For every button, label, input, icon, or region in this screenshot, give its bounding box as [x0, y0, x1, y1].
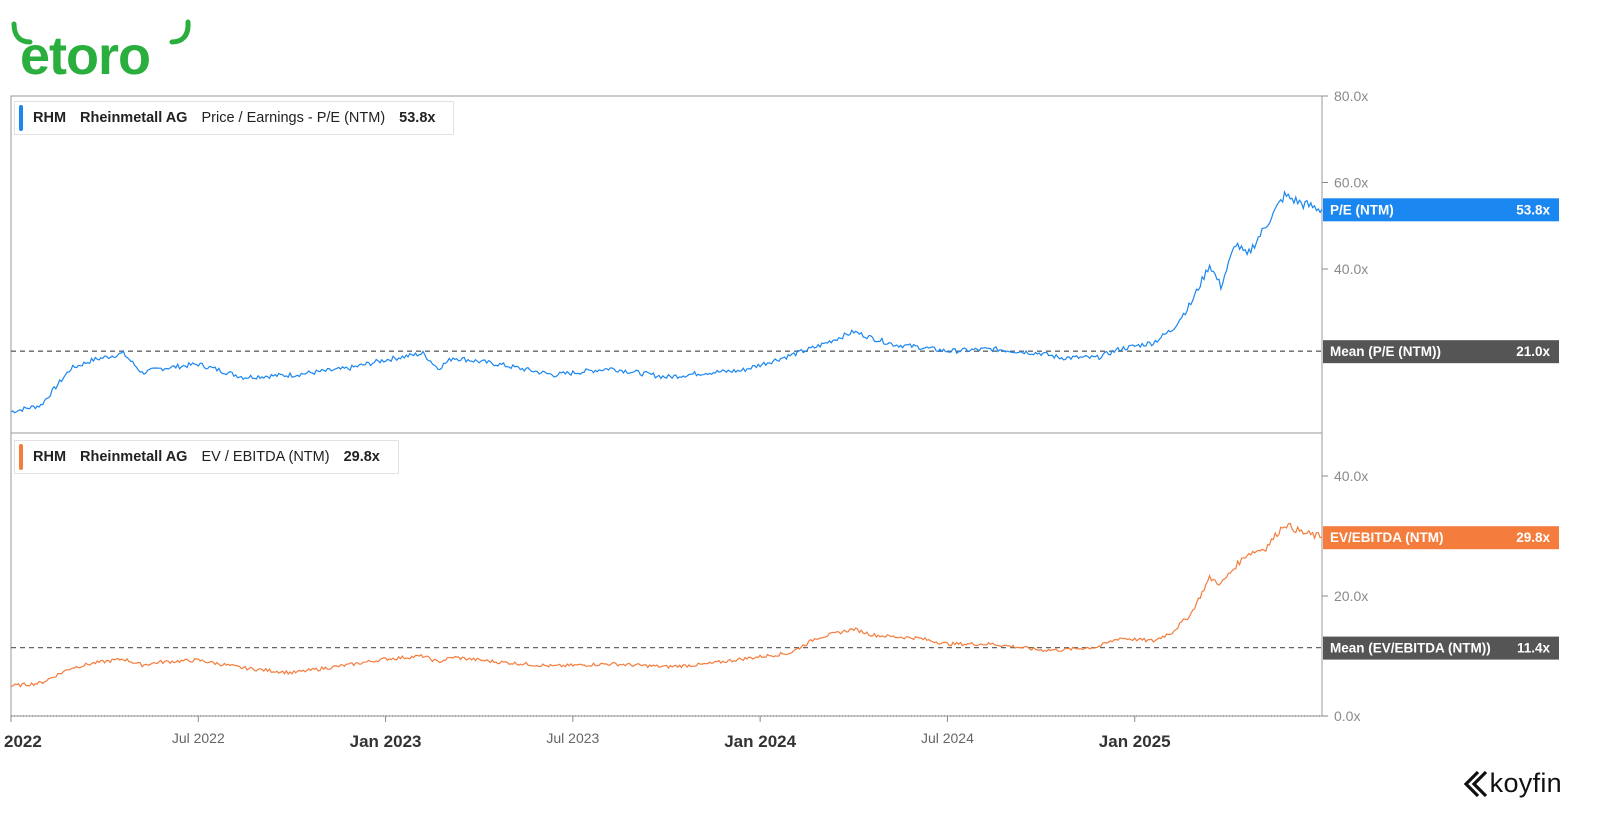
x-tick-label: Jul 2022 [172, 730, 225, 746]
ev-mean-value: 11.4x [1517, 641, 1551, 656]
pe-legend[interactable]: RHM Rheinmetall AG Price / Earnings - P/… [14, 101, 455, 135]
x-tick-label: Jan 2025 [1099, 732, 1171, 751]
koyfin-icon [1463, 770, 1487, 797]
ev-legend[interactable]: RHM Rheinmetall AG EV / EBITDA (NTM) 29.… [14, 440, 399, 474]
pe-mean-box [1323, 340, 1559, 364]
pe-last-value: 53.8x [1516, 202, 1550, 217]
ev-legend-swatch [19, 444, 23, 470]
etoro-logo-text: etoro [20, 26, 150, 78]
ev-legend-metric: EV / EBITDA (NTM) [201, 449, 330, 465]
x-tick-label: Jul 2024 [921, 730, 974, 746]
pe-mean-value: 21.0x [1516, 344, 1550, 359]
ev-y-tick-label: 40.0x [1334, 468, 1368, 484]
koyfin-text: koyfin [1489, 768, 1562, 798]
ev-last-value-box [1323, 526, 1559, 550]
pe-y-tick-label: 80.0x [1334, 88, 1368, 104]
etoro-logo-mark: etoro [11, 19, 191, 86]
pe-y-tick-label: 40.0x [1334, 261, 1368, 277]
pe-panel: 80.0x 60.0x 40.0x P/E (NTM) 53.8x Mean (P/E (… [10, 88, 1559, 414]
ev-legend-value: 29.8x [343, 449, 380, 465]
x-tick-label: 2022 [4, 732, 42, 751]
ev-series-line [10, 522, 1323, 688]
koyfin-logo: koyfin [1460, 768, 1562, 799]
pe-legend-metric: Price / Earnings - P/E (NTM) [201, 110, 386, 126]
chart-frame [10, 95, 1323, 717]
x-tick-label: Jan 2023 [350, 732, 422, 751]
x-tick-label: Jul 2023 [546, 730, 599, 746]
pe-legend-ticker: RHM [33, 110, 67, 126]
x-tick-label: Jan 2024 [724, 732, 796, 751]
ev-y-tick-label: 20.0x [1334, 588, 1368, 604]
pe-last-label: P/E (NTM) [1330, 202, 1394, 217]
pe-y-tick-label: 60.0x [1334, 175, 1368, 191]
ev-legend-company: Rheinmetall AG [80, 449, 188, 465]
ev-mean-box [1323, 636, 1559, 660]
plot-border [10, 95, 1323, 717]
pe-legend-company: Rheinmetall AG [80, 110, 188, 126]
pe-legend-value: 53.8x [399, 110, 436, 126]
ev-legend-ticker: RHM [33, 449, 67, 465]
pe-series-line [10, 189, 1323, 414]
pe-legend-swatch [19, 105, 23, 131]
ev-last-value: 29.8x [1516, 530, 1550, 545]
ev-mean-label: Mean (EV/EBITDA (NTM)) [1330, 641, 1491, 656]
pe-last-value-box [1323, 198, 1559, 222]
etoro-logo: etoro [8, 14, 198, 86]
ev-y-tick-label: 0.0x [1334, 708, 1360, 724]
pe-mean-label: Mean (P/E (NTM)) [1330, 344, 1441, 359]
ev-last-label: EV/EBITDA (NTM) [1330, 530, 1444, 545]
x-axis: 2022 Jul 2022 Jan 2023 Jul 2023 Jan 2024 Jul … [4, 716, 1171, 751]
ev-panel: 40.0x 20.0x 0.0x EV/EBITDA (NTM) 29.8x Mean (… [10, 468, 1559, 724]
